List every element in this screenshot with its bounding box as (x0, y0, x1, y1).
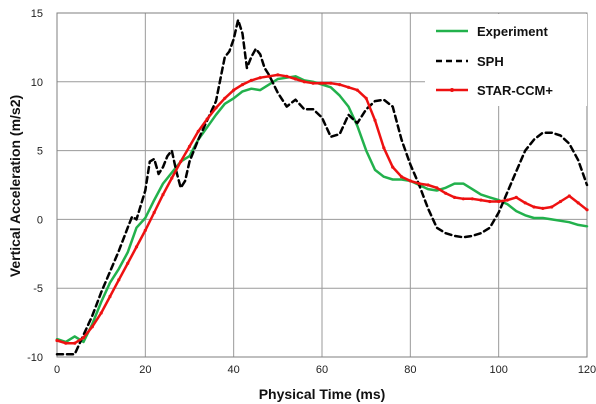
x-tick-label: 20 (139, 364, 151, 376)
x-tick-label: 0 (54, 364, 60, 376)
data-point (417, 182, 421, 186)
data-point (99, 311, 103, 315)
y-tick-label: -10 (27, 352, 43, 364)
data-point (444, 191, 448, 195)
data-point (497, 199, 501, 204)
data-point (585, 208, 589, 212)
data-point (373, 118, 377, 122)
data-point (143, 228, 147, 232)
data-point (108, 294, 112, 299)
data-point (258, 76, 262, 80)
x-tick-label: 80 (404, 364, 416, 376)
legend-label-sph: SPH (477, 54, 504, 69)
data-point (338, 83, 342, 87)
data-point (505, 198, 510, 202)
data-point (470, 197, 474, 201)
data-point (311, 81, 315, 85)
data-point (541, 206, 545, 210)
data-point (267, 74, 271, 78)
data-point (276, 73, 280, 77)
data-point (408, 179, 412, 183)
data-point (73, 341, 77, 345)
data-point (364, 96, 368, 100)
data-point (196, 129, 200, 133)
data-point (452, 195, 457, 199)
legend-marker-star-ccm (450, 88, 454, 92)
data-point (523, 201, 527, 205)
data-point (55, 338, 59, 343)
data-point (576, 201, 580, 205)
data-point (435, 186, 439, 190)
x-axis-title: Physical Time (ms) (259, 386, 386, 402)
data-point (187, 144, 192, 149)
data-point (346, 85, 351, 89)
series-layer (55, 18, 589, 356)
data-point (161, 193, 165, 197)
data-point (214, 106, 218, 110)
data-point (223, 96, 227, 100)
x-tick-label: 60 (316, 364, 328, 376)
data-point (320, 81, 324, 85)
data-point (205, 117, 209, 121)
data-point (399, 175, 404, 179)
y-tick-label: 15 (31, 8, 43, 20)
data-point (152, 210, 156, 215)
data-point (461, 197, 465, 201)
data-point (179, 160, 183, 164)
x-tick-label: 40 (228, 364, 240, 376)
data-point (382, 146, 386, 150)
x-tick-label: 120 (578, 364, 596, 376)
y-tick-label: 10 (31, 77, 43, 89)
y-axis-title: Vertical Acceleration (m/s2) (7, 95, 23, 277)
data-point (117, 278, 121, 282)
data-point (170, 176, 174, 180)
data-point (329, 81, 333, 85)
data-point (249, 78, 253, 82)
legend: Experiment SPH STAR-CCM+ (425, 14, 587, 106)
y-tick-label: 5 (37, 146, 43, 158)
data-point (514, 195, 518, 199)
data-point (532, 205, 536, 209)
data-point (240, 83, 245, 87)
data-point (285, 74, 289, 78)
data-point (81, 336, 86, 340)
data-point (391, 165, 395, 169)
legend-label-experiment: Experiment (477, 24, 548, 39)
data-point (126, 261, 130, 265)
x-tick-label: 100 (489, 364, 507, 376)
data-point (293, 77, 298, 81)
data-point (64, 341, 68, 345)
y-tick-label: 0 (37, 214, 43, 226)
data-point (134, 245, 139, 249)
data-point (558, 199, 563, 204)
data-point (567, 194, 571, 198)
y-tick-label: -5 (33, 283, 43, 295)
legend-label-star-ccm: STAR-CCM+ (477, 83, 553, 98)
tick-labels: 0 20 40 60 80 100 120 -10 -5 0 5 10 15 (27, 8, 596, 376)
data-point (550, 205, 554, 209)
data-point (232, 88, 236, 92)
data-point (90, 325, 94, 329)
data-point (302, 80, 306, 84)
data-point (488, 199, 492, 204)
data-point (355, 88, 359, 92)
data-point (479, 198, 483, 202)
data-point (426, 183, 430, 187)
